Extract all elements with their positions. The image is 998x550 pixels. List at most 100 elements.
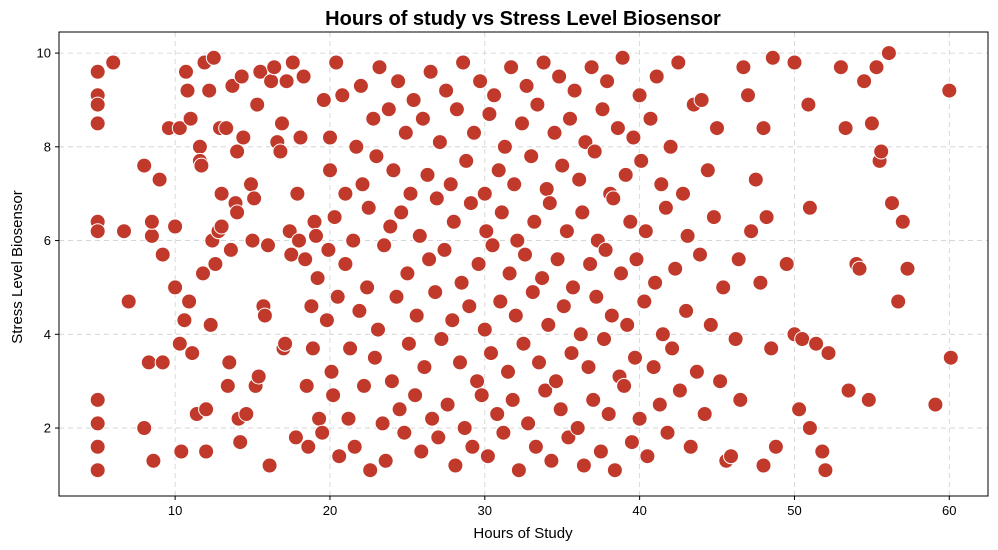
scatter-point: [740, 87, 756, 104]
scatter-point: [182, 110, 199, 127]
scatter-point: [260, 237, 276, 254]
scatter-point: [832, 59, 849, 76]
scatter-point: [580, 359, 597, 376]
scatter-point: [549, 251, 566, 268]
scatter-point: [396, 424, 413, 441]
scatter-point: [283, 246, 300, 263]
scatter-point: [651, 396, 668, 413]
scatter-point: [198, 401, 215, 418]
scatter-point: [863, 115, 880, 132]
scatter-point: [359, 279, 376, 296]
scatter-point: [555, 298, 572, 315]
scatter-point: [314, 424, 331, 441]
scatter-point: [574, 204, 591, 221]
scatter-point: [808, 335, 825, 352]
scatter-point: [309, 270, 326, 287]
scatter-point: [880, 45, 897, 62]
scatter-point: [322, 129, 338, 146]
scatter-point: [645, 359, 662, 376]
scatter-point: [311, 410, 328, 427]
scatter-point: [500, 363, 516, 380]
scatter-point: [213, 218, 230, 235]
scatter-point: [89, 63, 106, 80]
scatter-point: [266, 59, 283, 76]
scatter-point: [631, 87, 648, 104]
scatter-point: [184, 345, 201, 362]
scatter-point: [692, 246, 708, 263]
scatter-point: [800, 96, 817, 113]
scatter-point: [489, 406, 506, 422]
scatter-point: [647, 274, 664, 291]
scatter-point: [752, 274, 769, 291]
scatter-point: [439, 396, 456, 413]
scatter-point: [89, 391, 106, 408]
scatter-point: [430, 429, 447, 446]
scatter-point: [329, 288, 346, 305]
scatter-point: [136, 157, 153, 174]
scatter-point: [735, 59, 752, 76]
scatter-point: [884, 195, 900, 212]
scatter-point: [391, 401, 408, 418]
scatter-point: [642, 110, 659, 127]
scatter-point: [569, 420, 586, 436]
scatter-point: [178, 63, 194, 80]
scatter-point: [143, 213, 160, 230]
scatter-point: [462, 195, 479, 212]
scatter-point: [448, 101, 465, 118]
scatter-point: [397, 124, 414, 141]
scatter-point: [617, 166, 634, 183]
scatter-point: [526, 213, 543, 230]
scatter-point: [466, 124, 482, 141]
scatter-point: [723, 448, 739, 465]
scatter-point: [431, 134, 448, 151]
scatter-point: [730, 251, 747, 268]
scatter-point: [554, 157, 571, 174]
scatter-point: [140, 354, 157, 371]
scatter-point: [171, 120, 188, 137]
scatter-point: [356, 377, 372, 394]
scatter-point: [755, 457, 772, 474]
scatter-point: [453, 274, 470, 291]
scatter-point: [277, 335, 294, 352]
scatter-point: [501, 265, 518, 282]
scatter-point: [173, 443, 190, 460]
scatter-point: [320, 241, 337, 258]
scatter-point: [325, 387, 342, 404]
scatter-point: [436, 241, 453, 258]
scatter-point: [588, 288, 605, 305]
scatter-point: [764, 49, 781, 66]
scatter-point: [143, 227, 160, 244]
scatter-point: [370, 321, 386, 338]
scatter-point: [167, 218, 184, 235]
scatter-point: [291, 232, 307, 249]
scatter-point: [801, 199, 818, 216]
scatter-point: [942, 349, 959, 366]
scatter-point: [856, 73, 873, 90]
scatter-point: [837, 120, 854, 137]
scatter-point: [304, 340, 321, 357]
scatter-point: [514, 115, 530, 132]
scatter-point: [213, 185, 230, 202]
scatter-point: [250, 368, 267, 385]
scatter-point: [702, 316, 719, 333]
x-axis-label: Hours of Study: [473, 525, 573, 542]
scatter-point: [558, 223, 575, 240]
scatter-point: [455, 54, 472, 71]
scatter-point: [597, 241, 614, 258]
scatter-point: [476, 321, 493, 338]
scatter-point: [171, 335, 188, 352]
scatter-point: [145, 452, 162, 469]
scatter-point: [298, 377, 315, 394]
scatter-point: [422, 63, 439, 80]
scatter-point: [510, 462, 527, 479]
scatter-point: [419, 166, 436, 183]
scatter-point: [628, 251, 645, 268]
scatter-point: [778, 256, 795, 272]
scatter-point: [447, 457, 464, 474]
chart-title: Hours of study vs Stress Level Biosensor: [325, 8, 721, 30]
x-tick-label: 60: [942, 503, 956, 518]
scatter-point: [653, 176, 670, 193]
scatter-point: [476, 185, 493, 202]
scatter-point: [481, 106, 498, 122]
scatter-point: [801, 420, 818, 436]
